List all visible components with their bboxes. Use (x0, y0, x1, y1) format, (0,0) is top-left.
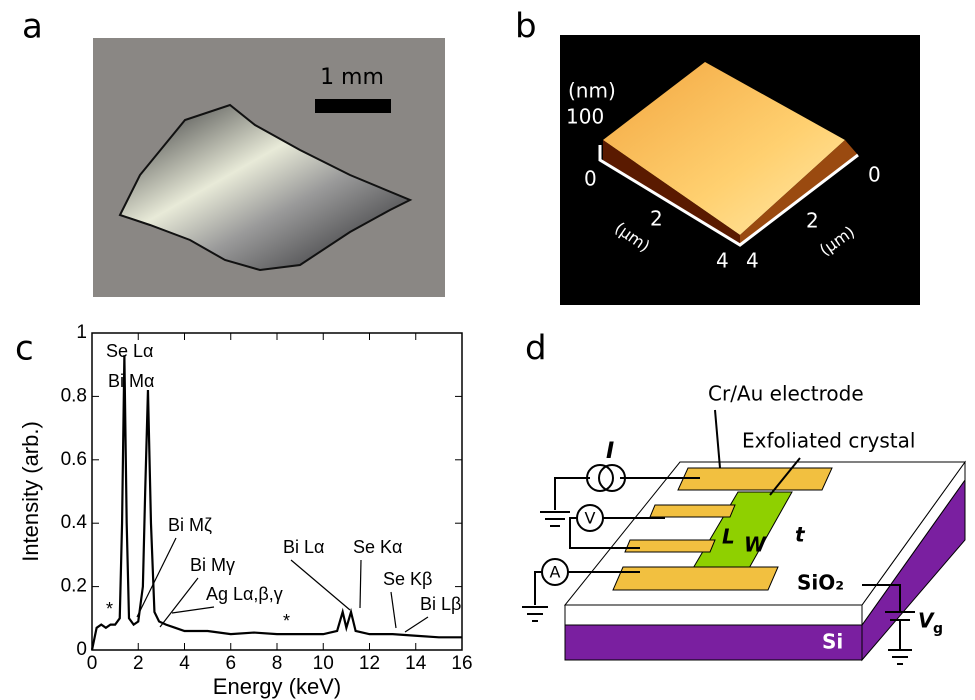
y-tick-label: 0.2 (61, 576, 87, 597)
x-tick-label: 10 (313, 653, 334, 674)
z-tick: 0 (584, 167, 597, 191)
x-tick-label: 0 (87, 653, 98, 674)
width-label: W (744, 533, 767, 557)
x-tick-label: 4 (179, 653, 190, 674)
current-label: I (606, 439, 614, 464)
electrode (650, 505, 735, 517)
peak-label: Bi Mζ (168, 515, 212, 535)
panel-label: b (515, 7, 537, 47)
y-tick: 2 (806, 209, 819, 233)
peak-arrow (391, 592, 396, 628)
electrode-label: Cr/Au electrode (708, 382, 864, 406)
x-tick-label: 16 (451, 653, 472, 674)
y-axis-title: Intensity (arb.) (18, 421, 43, 562)
x-axis-title: Energy (keV) (213, 674, 341, 699)
x-tick-label: 6 (225, 653, 236, 674)
x-tick-label: 12 (359, 653, 380, 674)
voltmeter-label: V (585, 509, 596, 528)
peak-arrow (172, 607, 214, 613)
spectrum-line (92, 355, 462, 650)
spectrum-chart: 0 2 4 6 8 10 12 14 16 0 0.2 0.4 0.6 0.8 1 Energy (keV) I… (18, 322, 473, 699)
peak-arrow (160, 578, 198, 627)
peak-label: Se Kβ (383, 569, 432, 589)
oxide-label: SiO₂ (797, 571, 844, 595)
panel-label: a (22, 7, 43, 47)
si-front (565, 625, 862, 660)
x-tick-label: 2 (133, 653, 144, 674)
gate-sub: g (933, 621, 943, 637)
peak-arrow (291, 560, 350, 610)
x-tick: 2 (650, 207, 663, 231)
x-tick: 4 (716, 249, 729, 273)
y-tick-label: 0.4 (61, 512, 88, 533)
electrode (625, 540, 715, 552)
scale-label: 1 mm (320, 65, 384, 90)
panel-label: d (525, 329, 547, 369)
peak-label: * (106, 599, 113, 619)
y-tick-label: 0 (76, 639, 87, 660)
electrode (678, 468, 832, 490)
peak-label: Bi Lβ (420, 594, 461, 614)
peak-label: Bi Mγ (190, 555, 235, 575)
si-label: Si (822, 630, 843, 654)
figure: a 1 mm b (nm) 100 0 2 4 4 2 0 (μm) (μm) … (0, 0, 975, 700)
z-unit: (nm) (568, 79, 616, 103)
peak-label: * (283, 611, 290, 631)
peak-label: Se Lα (106, 341, 153, 361)
thickness-label: t (795, 523, 806, 547)
peak-label: Bi Mα (108, 371, 154, 391)
peak-arrow (405, 617, 428, 632)
peak-label: Bi Lα (283, 537, 324, 557)
peak-label: Se Kα (353, 537, 402, 557)
ammeter-label: A (550, 563, 561, 582)
y-tick-label: 1 (76, 322, 87, 343)
peak-label: Ag Lα,β,γ (206, 584, 283, 604)
device: Cr/Au electrode Exfoliated crystal I V A… (522, 382, 965, 665)
z-tick: 100 (566, 105, 604, 129)
scale-bar (315, 99, 391, 113)
crystal-label: Exfoliated crystal (742, 429, 915, 453)
x-tick-label: 14 (405, 653, 427, 674)
electrode (613, 567, 778, 590)
y-tick: 0 (868, 163, 881, 187)
peak-arrow (360, 560, 361, 608)
length-label: L (722, 525, 735, 549)
y-tick-label: 0.8 (61, 385, 87, 406)
y-tick: 4 (746, 249, 759, 273)
y-tick-label: 0.6 (61, 449, 87, 470)
oxide-front (565, 605, 862, 625)
panel-label: c (15, 329, 34, 369)
x-tick-label: 8 (272, 653, 283, 674)
